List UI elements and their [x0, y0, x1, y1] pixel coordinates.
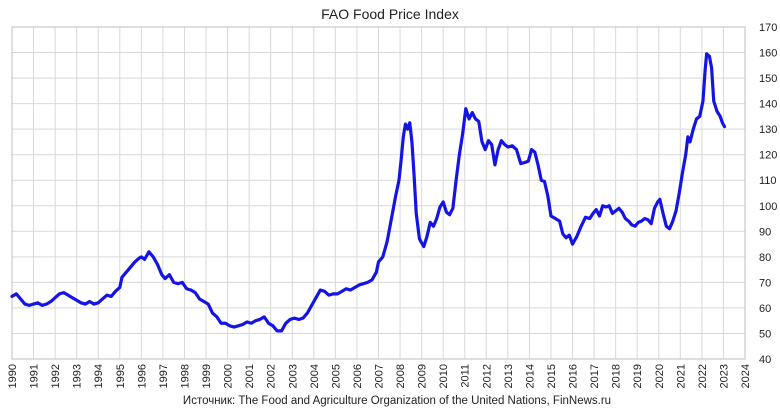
- x-tick-label: 2021: [675, 364, 687, 388]
- x-tick-label: 2019: [632, 364, 644, 388]
- x-tick-label: 1994: [93, 364, 105, 388]
- x-tick-label: 1996: [136, 364, 148, 388]
- chart-source: Источник: The Food and Agriculture Organ…: [183, 395, 611, 407]
- y-tick-label: 140: [759, 99, 777, 111]
- x-tick-label: 2017: [589, 364, 601, 388]
- x-tick-label: 2024: [740, 364, 752, 388]
- y-tick-label: 90: [759, 226, 771, 238]
- x-tick-label: 2022: [697, 364, 709, 388]
- x-tick-label: 1992: [50, 364, 62, 388]
- x-tick-label: 2020: [654, 364, 666, 388]
- x-tick-label: 2023: [718, 364, 730, 388]
- x-tick-label: 2012: [481, 364, 493, 388]
- series-line: [10, 52, 727, 333]
- chart-title: FAO Food Price Index: [321, 6, 459, 22]
- y-axis-ticks: 40 50 60 70 80 90 100 110 120 130 140 150 160 170: [759, 22, 777, 366]
- y-tick-label: 160: [759, 48, 777, 60]
- y-tick-label: 170: [759, 22, 777, 34]
- x-tick-label: 2018: [611, 364, 623, 388]
- x-tick-label: 2011: [460, 364, 472, 388]
- x-tick-label: 2002: [266, 364, 278, 388]
- x-tick-label: 2000: [223, 364, 235, 388]
- x-tick-label: 2006: [352, 364, 364, 388]
- x-tick-label: 2007: [374, 364, 386, 388]
- y-tick-label: 100: [759, 201, 777, 213]
- x-tick-label: 1999: [201, 364, 213, 388]
- x-tick-label: 2004: [309, 364, 321, 388]
- x-tick-label: 1997: [158, 364, 170, 388]
- x-tick-label: 2014: [524, 364, 536, 388]
- x-axis-ticks: 1990 1991 1992 1993 1994 1995 1996 1997 1998 1999…: [7, 364, 752, 388]
- grid: [11, 26, 746, 360]
- x-tick-label: 2008: [395, 364, 407, 388]
- y-tick-label: 150: [759, 73, 777, 85]
- x-tick-label: 1991: [29, 364, 41, 388]
- y-tick-label: 70: [759, 277, 771, 289]
- y-tick-label: 60: [759, 303, 771, 315]
- y-tick-label: 40: [759, 354, 771, 366]
- y-tick-label: 130: [759, 124, 777, 136]
- x-tick-label: 1995: [115, 364, 127, 388]
- x-tick-label: 2015: [546, 364, 558, 388]
- x-tick-label: 1998: [179, 364, 191, 388]
- y-tick-label: 50: [759, 328, 771, 340]
- x-tick-label: 2016: [568, 364, 580, 388]
- y-tick-label: 120: [759, 150, 777, 162]
- x-tick-label: 2010: [438, 364, 450, 388]
- plot-area-border: [11, 26, 746, 360]
- x-tick-label: 2013: [503, 364, 515, 388]
- x-tick-label: 2003: [287, 364, 299, 388]
- x-tick-label: 2005: [330, 364, 342, 388]
- y-tick-label: 80: [759, 252, 771, 264]
- y-tick-label: 110: [759, 175, 777, 187]
- x-tick-label: 2001: [244, 364, 256, 388]
- x-tick-label: 2009: [417, 364, 429, 388]
- x-tick-label: 1990: [7, 364, 19, 388]
- x-tick-label: 1993: [72, 364, 84, 388]
